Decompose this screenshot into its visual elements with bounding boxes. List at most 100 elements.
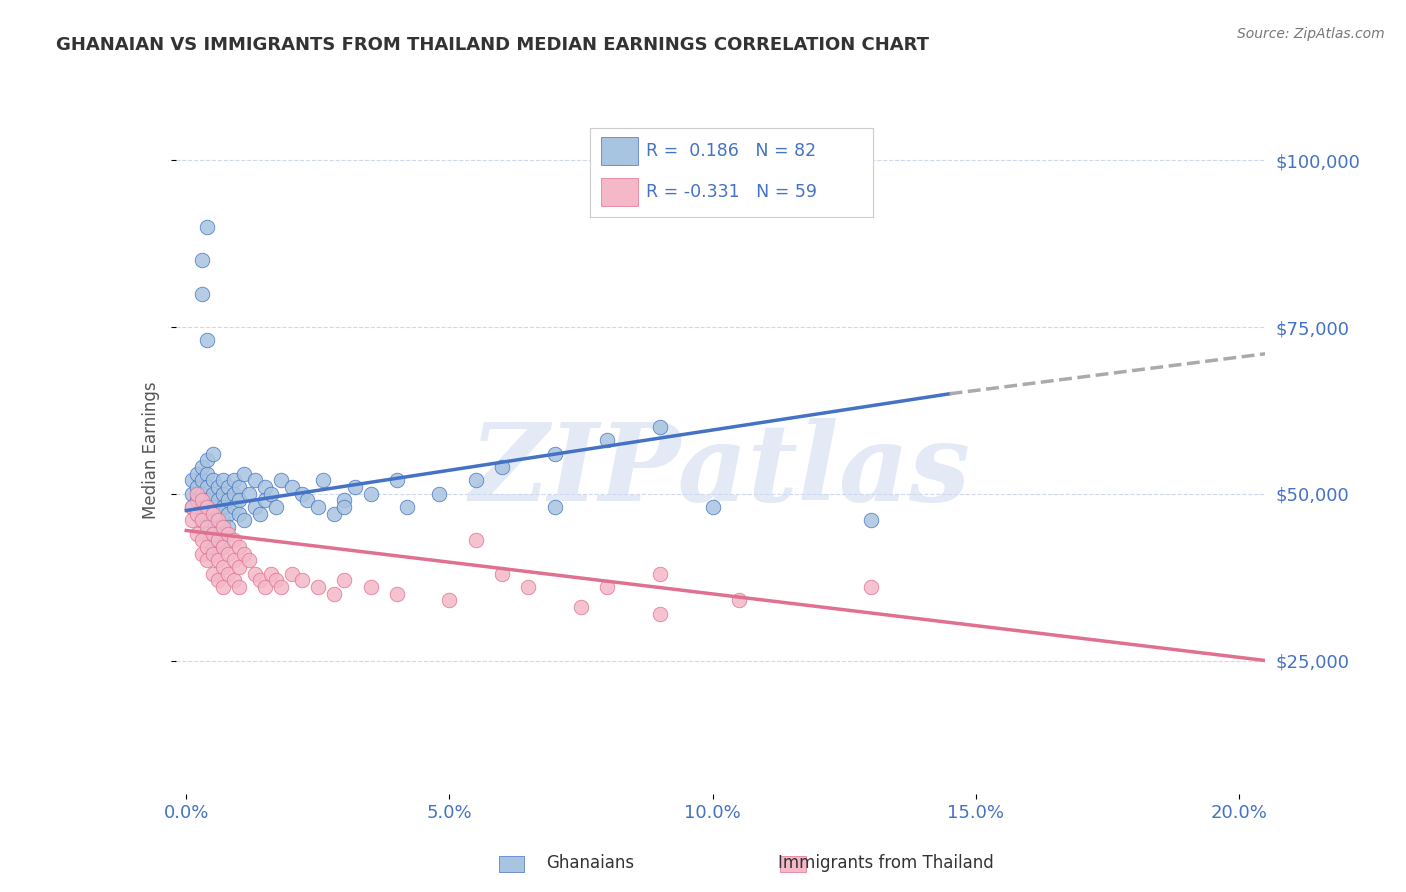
Point bbox=[333, 500, 356, 515]
Point bbox=[195, 500, 218, 515]
Point bbox=[238, 553, 260, 567]
Point bbox=[360, 487, 382, 501]
Point bbox=[201, 474, 224, 488]
Point bbox=[191, 460, 214, 475]
Point bbox=[191, 513, 214, 527]
Point bbox=[333, 493, 356, 508]
Point bbox=[201, 547, 224, 561]
Point bbox=[212, 520, 235, 534]
Point bbox=[191, 513, 214, 527]
Text: R = -0.331   N = 59: R = -0.331 N = 59 bbox=[647, 183, 817, 201]
Point bbox=[195, 493, 218, 508]
Point bbox=[238, 487, 260, 501]
Point bbox=[464, 474, 486, 488]
Point bbox=[207, 520, 229, 534]
Point bbox=[212, 513, 235, 527]
Point bbox=[186, 507, 208, 521]
Text: R =  0.186   N = 82: R = 0.186 N = 82 bbox=[647, 142, 817, 160]
Point bbox=[201, 526, 224, 541]
Point bbox=[243, 500, 266, 515]
Point bbox=[491, 460, 513, 475]
Point bbox=[195, 453, 218, 467]
Point bbox=[201, 447, 224, 461]
Point bbox=[322, 587, 344, 601]
Point bbox=[544, 447, 567, 461]
Point bbox=[222, 574, 245, 588]
Point bbox=[280, 480, 302, 494]
Point bbox=[186, 467, 208, 481]
Point bbox=[259, 566, 281, 581]
Point bbox=[222, 474, 245, 488]
Point bbox=[212, 540, 235, 554]
Point bbox=[212, 540, 235, 554]
Point bbox=[195, 553, 218, 567]
Point bbox=[207, 513, 229, 527]
Point bbox=[191, 286, 214, 301]
Point bbox=[322, 507, 344, 521]
Point bbox=[396, 500, 419, 515]
Point bbox=[212, 487, 235, 501]
Point bbox=[207, 533, 229, 548]
Point bbox=[228, 507, 250, 521]
Point bbox=[186, 480, 208, 494]
Point bbox=[233, 547, 256, 561]
Point bbox=[702, 500, 724, 515]
Point bbox=[201, 513, 224, 527]
Point bbox=[228, 480, 250, 494]
Point bbox=[186, 507, 208, 521]
Point bbox=[517, 580, 540, 594]
Point bbox=[280, 566, 302, 581]
Point bbox=[191, 547, 214, 561]
Point bbox=[217, 480, 239, 494]
Point bbox=[212, 560, 235, 574]
Point bbox=[195, 520, 218, 534]
Point bbox=[333, 574, 356, 588]
Point bbox=[207, 553, 229, 567]
Point bbox=[201, 500, 224, 515]
Point bbox=[207, 480, 229, 494]
Point bbox=[207, 574, 229, 588]
Point bbox=[243, 474, 266, 488]
Point bbox=[343, 480, 366, 494]
Point bbox=[195, 467, 218, 481]
Text: Immigrants from Thailand: Immigrants from Thailand bbox=[778, 855, 994, 872]
Point bbox=[385, 587, 408, 601]
Point bbox=[191, 493, 214, 508]
Point bbox=[254, 480, 277, 494]
Point bbox=[544, 500, 567, 515]
Point bbox=[728, 593, 751, 607]
Text: GHANAIAN VS IMMIGRANTS FROM THAILAND MEDIAN EARNINGS CORRELATION CHART: GHANAIAN VS IMMIGRANTS FROM THAILAND MED… bbox=[56, 36, 929, 54]
Point bbox=[385, 474, 408, 488]
Point bbox=[312, 474, 335, 488]
Point bbox=[207, 507, 229, 521]
Point bbox=[191, 253, 214, 268]
Point bbox=[217, 526, 239, 541]
Point bbox=[439, 593, 461, 607]
Point bbox=[291, 574, 314, 588]
Point bbox=[307, 500, 329, 515]
Point bbox=[427, 487, 450, 501]
Point bbox=[264, 574, 287, 588]
Point bbox=[180, 513, 202, 527]
Point bbox=[180, 487, 202, 501]
Point bbox=[222, 553, 245, 567]
Point bbox=[201, 540, 224, 554]
Point bbox=[212, 500, 235, 515]
Point bbox=[270, 580, 292, 594]
Point bbox=[859, 580, 882, 594]
Point bbox=[228, 580, 250, 594]
Point bbox=[648, 607, 671, 621]
Text: ZIPatlas: ZIPatlas bbox=[470, 418, 972, 524]
Point bbox=[228, 493, 250, 508]
Point bbox=[212, 526, 235, 541]
Point bbox=[859, 513, 882, 527]
Point bbox=[195, 540, 218, 554]
Point bbox=[228, 540, 250, 554]
Text: Ghanaians: Ghanaians bbox=[547, 855, 634, 872]
Point bbox=[254, 493, 277, 508]
Bar bbox=[602, 136, 638, 165]
Point bbox=[195, 526, 218, 541]
Text: Source: ZipAtlas.com: Source: ZipAtlas.com bbox=[1237, 27, 1385, 41]
Point bbox=[180, 500, 202, 515]
Point bbox=[201, 507, 224, 521]
